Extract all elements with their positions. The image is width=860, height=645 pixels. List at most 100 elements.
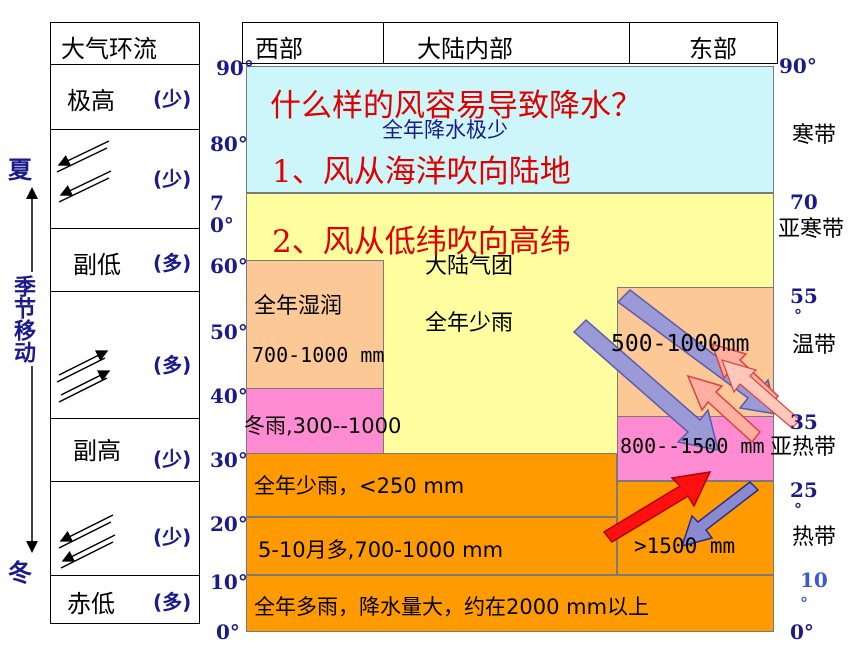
winter-monsoon-arrow-icon bbox=[680, 481, 760, 548]
east-temperate-text: 500-1000mm bbox=[611, 331, 750, 357]
arrow-line bbox=[58, 521, 112, 549]
summer-label: 夏 bbox=[8, 156, 32, 184]
arrow-sw-icon bbox=[59, 514, 114, 542]
equatorial-low-precip: (多) bbox=[153, 590, 192, 614]
subpolar-low-precip: (多) bbox=[153, 251, 192, 275]
west-winter-rain-text: 冬雨,300--1000 bbox=[244, 414, 402, 438]
zone-cold: 寒带 bbox=[792, 123, 837, 148]
desert-block bbox=[246, 453, 617, 517]
lat-left-30: 30° bbox=[210, 448, 248, 472]
arrow-line bbox=[58, 377, 108, 403]
trade-wind-arrows bbox=[58, 514, 116, 569]
header-interior: 大陆内部 bbox=[417, 35, 513, 63]
column-divider bbox=[383, 23, 384, 63]
east-subtropical-text: 800--1500 mm bbox=[620, 434, 765, 458]
monsoon-east-text: >1500 mm bbox=[634, 534, 736, 558]
header-west: 西部 bbox=[255, 35, 303, 63]
zone-temperate: 温带 bbox=[792, 333, 837, 358]
subtropical-high-label: 副高 bbox=[73, 437, 121, 465]
circulation-table: 大气环流 极高 (少) (少) 副低 (多) (多) 副高 (少) (少) 赤低… bbox=[50, 22, 200, 624]
west-humid-mm-text: 700-1000 mm bbox=[252, 343, 385, 367]
season-shift-arrow bbox=[26, 187, 38, 553]
airflow-arrows bbox=[572, 289, 800, 548]
lat-right-90: 90° bbox=[779, 54, 817, 78]
arrow-down-icon bbox=[26, 541, 38, 553]
westerly-arrows bbox=[56, 350, 111, 403]
equatorial-low-label: 赤低 bbox=[67, 590, 115, 618]
warm-wind-arrow-icon bbox=[686, 374, 762, 444]
zone-subcold: 亚寒带 bbox=[778, 217, 845, 242]
ocean-wind-arrow-icon bbox=[572, 318, 720, 451]
west-mediterranean-block bbox=[246, 388, 384, 455]
lat-left-90: 90° bbox=[216, 56, 254, 80]
monsoon-west-block bbox=[246, 517, 617, 575]
arrow-ne-icon bbox=[60, 370, 111, 396]
lat-right-10: 10 bbox=[800, 568, 828, 592]
lat-right-70: 70 bbox=[790, 190, 818, 214]
arrow-line bbox=[56, 357, 106, 383]
arrow-sw-icon bbox=[59, 170, 112, 196]
polar-easterly-precip: (少) bbox=[153, 167, 192, 191]
interior-dry-text: 全年少雨 bbox=[425, 311, 514, 336]
row-divider bbox=[51, 291, 199, 292]
lat-right-25: 25 bbox=[790, 478, 818, 502]
trade-wind-precip: (少) bbox=[153, 525, 192, 549]
air-mass-text: 大陆气团 bbox=[425, 254, 514, 279]
westerly-precip: (多) bbox=[153, 353, 192, 377]
lat-right-35: 35 bbox=[790, 410, 818, 434]
west-humid-block bbox=[246, 260, 384, 390]
subtropical-high-precip: (少) bbox=[153, 447, 192, 471]
column-header-row: 西部 大陆内部 东部 bbox=[242, 22, 778, 64]
arrow-sw-icon bbox=[57, 140, 110, 166]
zone-subtropical: 亚热带 bbox=[770, 435, 837, 460]
polar-high-label: 极高 bbox=[67, 87, 115, 115]
row-divider bbox=[51, 481, 199, 482]
lat-right-0: 0° bbox=[790, 620, 814, 644]
point-one-text: 1、风从海洋吹向陆地 bbox=[272, 154, 571, 190]
point-two-text: 2、风从低纬吹向高纬 bbox=[272, 224, 571, 260]
lat-right-55-deg: ° bbox=[794, 306, 802, 325]
wind-arrows bbox=[56, 140, 116, 569]
polar-easterly-arrows bbox=[56, 140, 112, 203]
west-humid-text: 全年湿润 bbox=[254, 294, 343, 319]
warm-wind-arrow-icon bbox=[721, 359, 800, 429]
circulation-header: 大气环流 bbox=[51, 23, 199, 65]
zone-tropical: 热带 bbox=[792, 525, 837, 550]
lat-right-55: 55 bbox=[790, 284, 818, 308]
polar-zone-block bbox=[246, 66, 774, 193]
lat-left-70: 70° bbox=[210, 191, 234, 237]
subpolar-low-label: 副低 bbox=[73, 251, 121, 279]
winter-label: 冬 bbox=[8, 559, 32, 587]
row-divider bbox=[51, 228, 199, 229]
lat-right-25-deg: ° bbox=[794, 500, 802, 519]
row-divider bbox=[51, 129, 199, 130]
arrow-line bbox=[56, 147, 108, 173]
arrow-sw-icon bbox=[61, 534, 116, 562]
lat-left-20: 20° bbox=[210, 512, 248, 536]
arrow-line bbox=[60, 541, 114, 569]
arrow-up-icon bbox=[26, 187, 38, 199]
column-divider bbox=[629, 23, 630, 63]
question-text: 什么样的风容易导致降水？ bbox=[270, 88, 642, 124]
lat-left-60: 60° bbox=[210, 254, 248, 278]
row-divider bbox=[51, 575, 199, 576]
monsoon-west-text: 5-10月多,700-1000 mm bbox=[258, 538, 504, 562]
polar-high-precip: (少) bbox=[153, 87, 192, 111]
circulation-header-text: 大气环流 bbox=[61, 35, 157, 63]
season-shift-label: 季节移动 bbox=[10, 272, 35, 366]
lat-left-10: 10° bbox=[210, 570, 248, 594]
desert-text: 全年少雨，<250 mm bbox=[254, 474, 465, 498]
equatorial-text: 全年多雨，降水量大，约在2000 mm以上 bbox=[254, 595, 650, 619]
lat-left-50: 50° bbox=[210, 320, 248, 344]
arrow-line bbox=[58, 177, 110, 203]
lat-left-80: 80° bbox=[210, 132, 248, 156]
equatorial-block bbox=[246, 575, 774, 632]
lat-right-10-deg: ° bbox=[800, 594, 808, 613]
row-divider bbox=[51, 418, 199, 419]
lat-left-0: 0° bbox=[216, 620, 240, 644]
arrow-ne-icon bbox=[58, 350, 109, 376]
header-east: 东部 bbox=[689, 35, 737, 63]
lat-left-40: 40° bbox=[210, 384, 248, 408]
polar-text: 全年降水极少 bbox=[382, 118, 508, 142]
summer-monsoon-arrow-icon bbox=[602, 471, 712, 543]
